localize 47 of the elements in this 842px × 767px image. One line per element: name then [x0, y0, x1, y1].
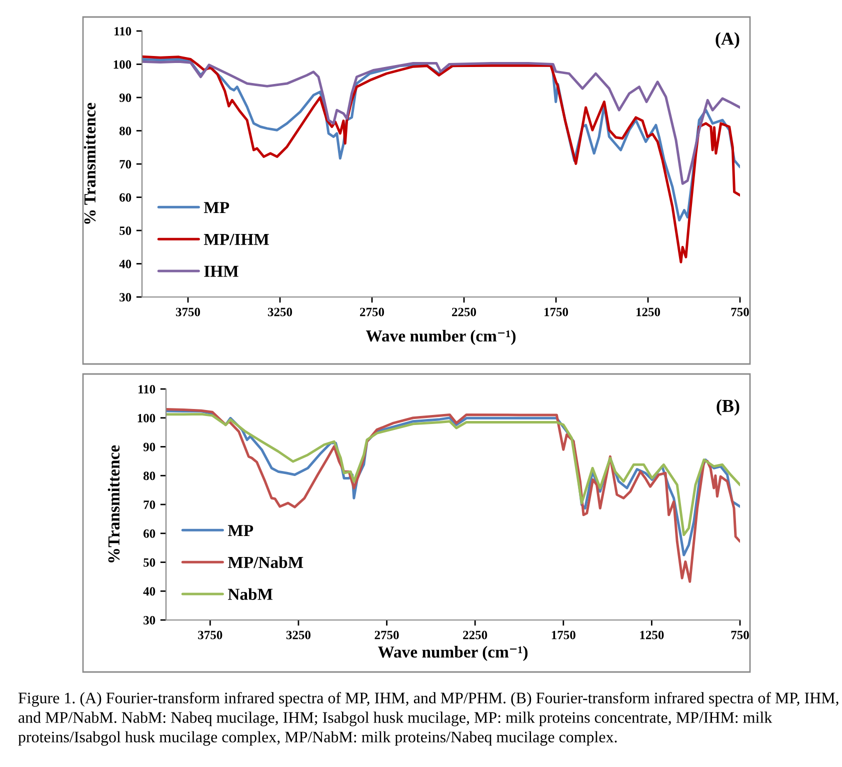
x-tick-label: 1250	[640, 630, 664, 640]
line-series	[142, 55, 740, 264]
x-tick-label: 2750	[374, 630, 399, 640]
y-tick-label: 90	[119, 94, 132, 102]
x-tick-label: 3750	[198, 630, 222, 640]
legend-label: MP	[204, 202, 230, 214]
y-tick-label: 100	[138, 414, 156, 422]
legend-label: MP/NabM	[228, 556, 304, 568]
x-axis-title: Wave number (cm⁻¹)	[378, 646, 528, 662]
y-tick-label: 80	[144, 472, 156, 480]
y-tick-label: 60	[120, 193, 132, 202]
x-tick-label: 750	[731, 630, 749, 640]
y-tick-label: 70	[120, 160, 132, 168]
x-tick-label: 1750	[552, 630, 576, 640]
y-tick-label: 40	[119, 260, 132, 268]
y-tick-label: 90	[143, 442, 156, 452]
y-tick-label: 100	[114, 60, 132, 69]
legend-label: NabM	[228, 588, 273, 600]
x-tick-label: 750	[731, 308, 749, 316]
y-axis-title: %Transmittence	[108, 445, 120, 562]
y-tick-label: 110	[114, 27, 132, 36]
line-series	[142, 60, 740, 185]
text: (B)	[716, 399, 740, 416]
legend-label: MP	[228, 525, 254, 536]
x-tick-label: 2250	[452, 308, 476, 316]
x-tick-label: 2250	[463, 630, 488, 640]
y-tick-label: 50	[144, 558, 156, 567]
x-axis-title: Wave number (cm⁻¹)	[366, 330, 516, 345]
y-tick-label: 60	[144, 529, 156, 538]
x-tick-label: 3750	[176, 308, 200, 316]
caption: Figure 1. (A) Fourier-transform infrared spectra of MP, IHM, and MP/PHM. (B) Fourier-transform infrared spectra of MP, IHM, and MP/NabM. NabM: Nabeq mucilage, IHM; Isabgol husk mucilage, MP: milk proteins concentrate, MP/IHM: milk proteins/Isabgol husk mucilage complex, MP/NabM: milk proteins/Nabeq mucilage complex.	[18, 692, 838, 746]
x-tick-label: 3250	[286, 630, 310, 640]
y-tick-label: 30	[120, 293, 132, 302]
y-axis-title: % Transmittence	[84, 102, 96, 224]
legend-label: IHM	[204, 266, 238, 277]
y-tick-label: 30	[144, 616, 156, 624]
x-tick-label: 1750	[544, 308, 568, 316]
x-tick-label: 3250	[268, 308, 292, 316]
y-tick-label: 40	[143, 587, 156, 596]
chart-title: (A)	[716, 32, 740, 48]
y-tick-label: 50	[120, 226, 132, 235]
x-tick-label: 2750	[360, 308, 384, 316]
y-tick-label: 110	[138, 385, 156, 394]
y-tick-label: 80	[120, 126, 132, 136]
legend-label: MP/IHM	[204, 234, 269, 246]
y-tick-label: 70	[144, 500, 156, 509]
x-tick-label: 1250	[636, 308, 660, 316]
